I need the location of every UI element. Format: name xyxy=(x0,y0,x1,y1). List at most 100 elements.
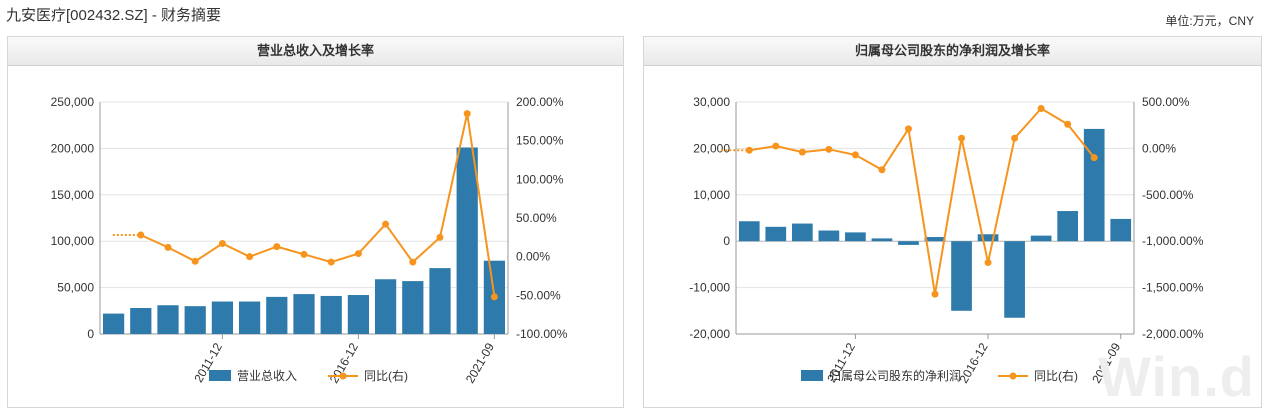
legend-line-marker xyxy=(1009,372,1017,380)
x-tick-label: 2016-12 xyxy=(957,340,991,385)
y-left-tick-label: 0 xyxy=(723,234,730,248)
growth-point xyxy=(327,258,335,266)
bar xyxy=(1083,128,1105,242)
growth-point xyxy=(246,253,254,261)
y-right-tick-label: 500.00% xyxy=(1142,95,1190,109)
bar xyxy=(456,147,478,334)
bar xyxy=(845,232,866,242)
growth-point xyxy=(851,151,859,159)
growth-point xyxy=(1037,104,1045,112)
growth-point xyxy=(191,257,199,265)
legend-line-marker xyxy=(339,372,347,380)
unit-label: 单位:万元，CNY xyxy=(1165,14,1254,28)
growth-point xyxy=(463,110,471,118)
bar xyxy=(293,294,315,334)
growth-point xyxy=(1011,134,1019,142)
y-right-tick-label: -500.00% xyxy=(1142,188,1194,202)
revenue-chart-panel: 营业总收入及增长率 0 50,000 100,000 150,000 200,000 25… xyxy=(7,36,624,408)
net-profit-chart: -20,000 -10,000 0 10,000 20,000 30,000 -2,000.… xyxy=(689,95,1204,386)
bar xyxy=(347,295,370,334)
growth-point xyxy=(745,146,753,154)
bar xyxy=(374,279,397,334)
y-left-tick-label: 10,000 xyxy=(693,188,730,202)
y-left-tick-label: -10,000 xyxy=(689,281,730,295)
y-left-tick-label: 30,000 xyxy=(693,95,730,109)
bar xyxy=(1057,211,1079,242)
y-right-tick-label: 50.00% xyxy=(516,211,557,225)
bar xyxy=(402,281,424,334)
y-right-tick-label: -50.00% xyxy=(516,288,561,302)
y-left-tick-label: 250,000 xyxy=(51,95,95,109)
growth-point xyxy=(1090,154,1098,162)
bar xyxy=(157,305,179,334)
bar xyxy=(818,230,840,242)
y-left-tick-label: 20,000 xyxy=(693,141,730,155)
growth-point xyxy=(772,142,780,150)
bar xyxy=(320,295,342,334)
growth-point xyxy=(436,233,444,241)
bar xyxy=(898,241,919,245)
bar xyxy=(184,306,206,334)
bar xyxy=(765,226,787,242)
y-right-tick-label: 0.00% xyxy=(1142,141,1176,155)
wind-watermark: Win.d xyxy=(1098,345,1255,408)
bar xyxy=(1110,218,1132,242)
growth-point xyxy=(490,293,498,301)
bar xyxy=(238,301,261,334)
y-right-tick-label: 150.00% xyxy=(516,134,564,148)
y-left-tick-label: -20,000 xyxy=(689,327,730,341)
bar xyxy=(429,268,451,334)
growth-point xyxy=(354,250,362,258)
y-right-tick-label: 100.00% xyxy=(516,172,564,186)
y-left-tick-label: 50,000 xyxy=(57,281,94,295)
legend-bar-swatch xyxy=(801,370,823,381)
bar xyxy=(951,241,972,311)
bar xyxy=(1030,235,1052,242)
bar xyxy=(130,308,152,334)
y-right-tick-label: 0.00% xyxy=(516,250,550,264)
x-tick-label: 2021-09 xyxy=(463,340,497,385)
bar xyxy=(791,223,813,242)
growth-point xyxy=(931,290,939,298)
revenue-chart: 0 50,000 100,000 150,000 200,000 250,000 -100.… xyxy=(51,95,568,386)
revenue-chart-title: 营业总收入及增长率 xyxy=(8,37,623,66)
growth-point xyxy=(164,243,172,251)
net-profit-chart-title: 归属母公司股东的净利润及增长率 xyxy=(644,37,1261,66)
growth-point xyxy=(878,166,886,174)
y-right-tick-label: -2,000.00% xyxy=(1142,327,1204,341)
growth-point xyxy=(273,243,281,251)
y-right-tick-label: -100.00% xyxy=(516,327,568,341)
y-left-tick-label: 150,000 xyxy=(51,188,95,202)
legend-line-label: 同比(右) xyxy=(1034,368,1078,383)
legend-bar-label: 营业总收入 xyxy=(237,369,297,383)
growth-point xyxy=(218,240,226,248)
bar xyxy=(102,313,125,334)
bar xyxy=(977,234,999,242)
growth-point xyxy=(984,259,992,267)
y-left-tick-label: 100,000 xyxy=(51,234,95,248)
page-title: 九安医疗[002432.SZ] - 财务摘要 xyxy=(6,7,222,24)
bar xyxy=(1004,241,1025,318)
growth-point xyxy=(409,258,417,266)
net-profit-chart-panel: 归属母公司股东的净利润及增长率 -20,000 -10,000 0 10,000 20,… xyxy=(643,36,1262,408)
growth-point xyxy=(958,134,966,142)
growth-line xyxy=(140,113,496,298)
bar xyxy=(211,301,234,334)
legend-line-label: 同比(右) xyxy=(364,368,408,383)
legend-bar-swatch xyxy=(209,370,231,381)
growth-point xyxy=(300,250,308,258)
y-left-tick-label: 200,000 xyxy=(51,141,95,155)
growth-point xyxy=(137,231,145,239)
growth-point xyxy=(382,220,390,228)
growth-point xyxy=(798,148,806,156)
growth-point xyxy=(904,125,912,133)
y-left-tick-label: 0 xyxy=(87,327,94,341)
growth-point xyxy=(825,145,833,153)
bar xyxy=(738,221,760,242)
bar xyxy=(924,237,946,242)
y-right-tick-label: -1,500.00% xyxy=(1142,281,1204,295)
legend-bar-label: 归属母公司股东的净利润 xyxy=(829,368,961,383)
y-right-tick-label: -1,000.00% xyxy=(1142,234,1204,248)
y-right-tick-label: 200.00% xyxy=(516,95,564,109)
growth-point xyxy=(1064,120,1072,128)
